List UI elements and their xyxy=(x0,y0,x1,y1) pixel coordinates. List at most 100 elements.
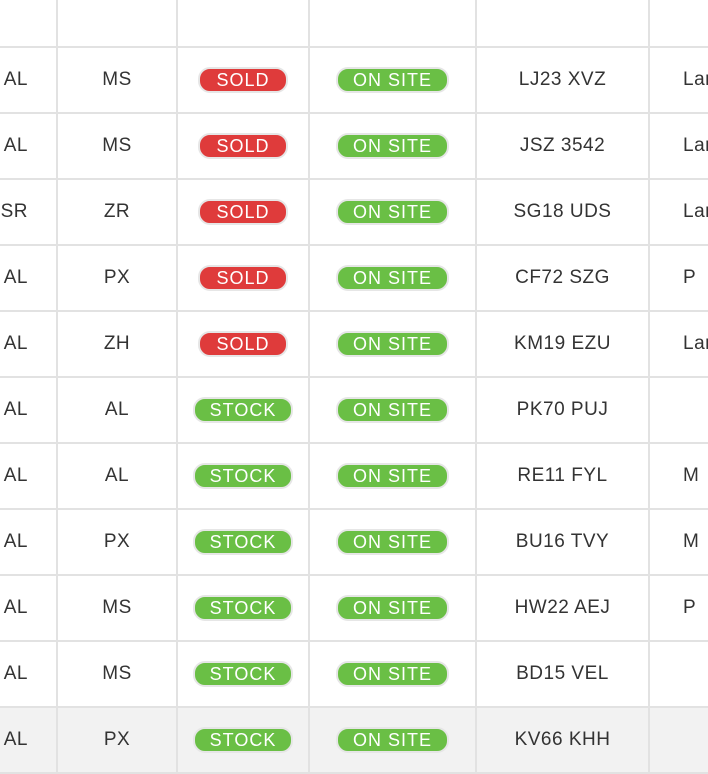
code-text: PX xyxy=(103,729,131,750)
location-cell: ON SITE xyxy=(310,708,477,772)
table-row[interactable]: AL PX STOCK ON SITE BU16 TVY M xyxy=(0,510,708,576)
branch-cell xyxy=(0,0,58,46)
table-row[interactable] xyxy=(0,0,708,48)
registration-text: HW22 AEJ xyxy=(514,597,611,618)
code-cell: PX xyxy=(58,246,178,310)
code-cell: MS xyxy=(58,576,178,640)
trailing-text: Lar xyxy=(683,201,708,222)
branch-cell: AL xyxy=(0,48,58,112)
code-cell: PX xyxy=(58,510,178,574)
registration-text: BU16 TVY xyxy=(515,531,610,552)
registration-text: CF72 SZG xyxy=(515,267,610,288)
status-badge: STOCK xyxy=(192,595,294,621)
branch-text: AL xyxy=(3,597,28,618)
location-cell: ON SITE xyxy=(310,576,477,640)
code-cell: ZH xyxy=(58,312,178,376)
location-badge: ON SITE xyxy=(335,595,449,621)
table-row[interactable]: AL PX SOLD ON SITE CF72 SZG P xyxy=(0,246,708,312)
location-badge: ON SITE xyxy=(335,661,449,687)
table-row[interactable]: AL AL STOCK ON SITE RE11 FYL M xyxy=(0,444,708,510)
code-text: MS xyxy=(102,135,132,156)
trailing-cell xyxy=(650,642,708,706)
branch-cell: AL xyxy=(0,576,58,640)
status-cell: SOLD xyxy=(178,312,310,376)
branch-cell: AL xyxy=(0,378,58,442)
status-cell: SOLD xyxy=(178,180,310,244)
code-text: MS xyxy=(102,597,132,618)
location-badge: ON SITE xyxy=(335,199,449,225)
registration-cell: BU16 TVY xyxy=(477,510,650,574)
registration-text: RE11 FYL xyxy=(517,465,608,486)
status-badge: STOCK xyxy=(192,727,294,753)
branch-text: AL xyxy=(3,267,28,288)
registration-cell: PK70 PUJ xyxy=(477,378,650,442)
status-badge: SOLD xyxy=(198,133,288,159)
code-cell: MS xyxy=(58,114,178,178)
registration-text: SG18 UDS xyxy=(513,201,612,222)
location-badge: ON SITE xyxy=(335,67,449,93)
code-text: MS xyxy=(102,663,132,684)
trailing-cell: P xyxy=(650,576,708,640)
status-cell: SOLD xyxy=(178,48,310,112)
code-cell: MS xyxy=(58,48,178,112)
branch-text: AL xyxy=(3,465,28,486)
registration-text: KM19 EZU xyxy=(514,333,611,354)
registration-text: JSZ 3542 xyxy=(519,135,606,156)
registration-text: LJ23 XVZ xyxy=(518,69,607,90)
trailing-text: P xyxy=(683,267,697,288)
location-cell: ON SITE xyxy=(310,444,477,508)
trailing-cell xyxy=(650,708,708,772)
location-cell: ON SITE xyxy=(310,510,477,574)
trailing-text: Lar xyxy=(683,333,708,354)
location-badge: ON SITE xyxy=(335,265,449,291)
status-badge: SOLD xyxy=(198,67,288,93)
trailing-cell: Lar xyxy=(650,114,708,178)
table-row[interactable]: ISR ZR SOLD ON SITE SG18 UDS Lar xyxy=(0,180,708,246)
table-row[interactable]: AL AL STOCK ON SITE PK70 PUJ xyxy=(0,378,708,444)
branch-text: AL xyxy=(3,663,28,684)
table-row[interactable]: AL MS STOCK ON SITE BD15 VEL xyxy=(0,642,708,708)
status-cell: STOCK xyxy=(178,642,310,706)
branch-cell: AL xyxy=(0,708,58,772)
branch-text: AL xyxy=(3,729,28,750)
branch-text: AL xyxy=(3,333,28,354)
status-badge: STOCK xyxy=(192,529,294,555)
code-cell: AL xyxy=(58,378,178,442)
code-cell: AL xyxy=(58,444,178,508)
status-badge: SOLD xyxy=(198,199,288,225)
location-badge: ON SITE xyxy=(335,331,449,357)
trailing-cell: Lar xyxy=(650,48,708,112)
trailing-cell xyxy=(650,378,708,442)
branch-text: AL xyxy=(3,531,28,552)
table-row[interactable]: AL ZH SOLD ON SITE KM19 EZU Lar xyxy=(0,312,708,378)
registration-text: BD15 VEL xyxy=(516,663,609,684)
registration-cell: HW22 AEJ xyxy=(477,576,650,640)
trailing-text: Lar xyxy=(683,69,708,90)
code-text: ZR xyxy=(103,201,131,222)
code-cell: ZR xyxy=(58,180,178,244)
table-row[interactable]: AL MS SOLD ON SITE JSZ 3542 Lar xyxy=(0,114,708,180)
status-cell xyxy=(178,0,310,46)
code-cell: PX xyxy=(58,708,178,772)
table-row[interactable]: AL MS STOCK ON SITE HW22 AEJ P xyxy=(0,576,708,642)
branch-text: AL xyxy=(3,399,28,420)
trailing-text: Lar xyxy=(683,135,708,156)
code-cell xyxy=(58,0,178,46)
status-cell: STOCK xyxy=(178,708,310,772)
table-row[interactable]: AL MS SOLD ON SITE LJ23 XVZ Lar xyxy=(0,48,708,114)
status-badge: SOLD xyxy=(198,265,288,291)
status-badge: STOCK xyxy=(192,661,294,687)
table-row[interactable]: AL PX STOCK ON SITE KV66 KHH xyxy=(0,708,708,774)
branch-cell: AL xyxy=(0,312,58,376)
location-cell: ON SITE xyxy=(310,180,477,244)
branch-cell: AL xyxy=(0,444,58,508)
trailing-cell: M xyxy=(650,444,708,508)
status-badge: STOCK xyxy=(192,397,294,423)
trailing-cell: Lar xyxy=(650,312,708,376)
trailing-cell: Lar xyxy=(650,180,708,244)
trailing-cell: P xyxy=(650,246,708,310)
location-cell: ON SITE xyxy=(310,246,477,310)
registration-text: KV66 KHH xyxy=(514,729,611,750)
status-badge: STOCK xyxy=(192,463,294,489)
